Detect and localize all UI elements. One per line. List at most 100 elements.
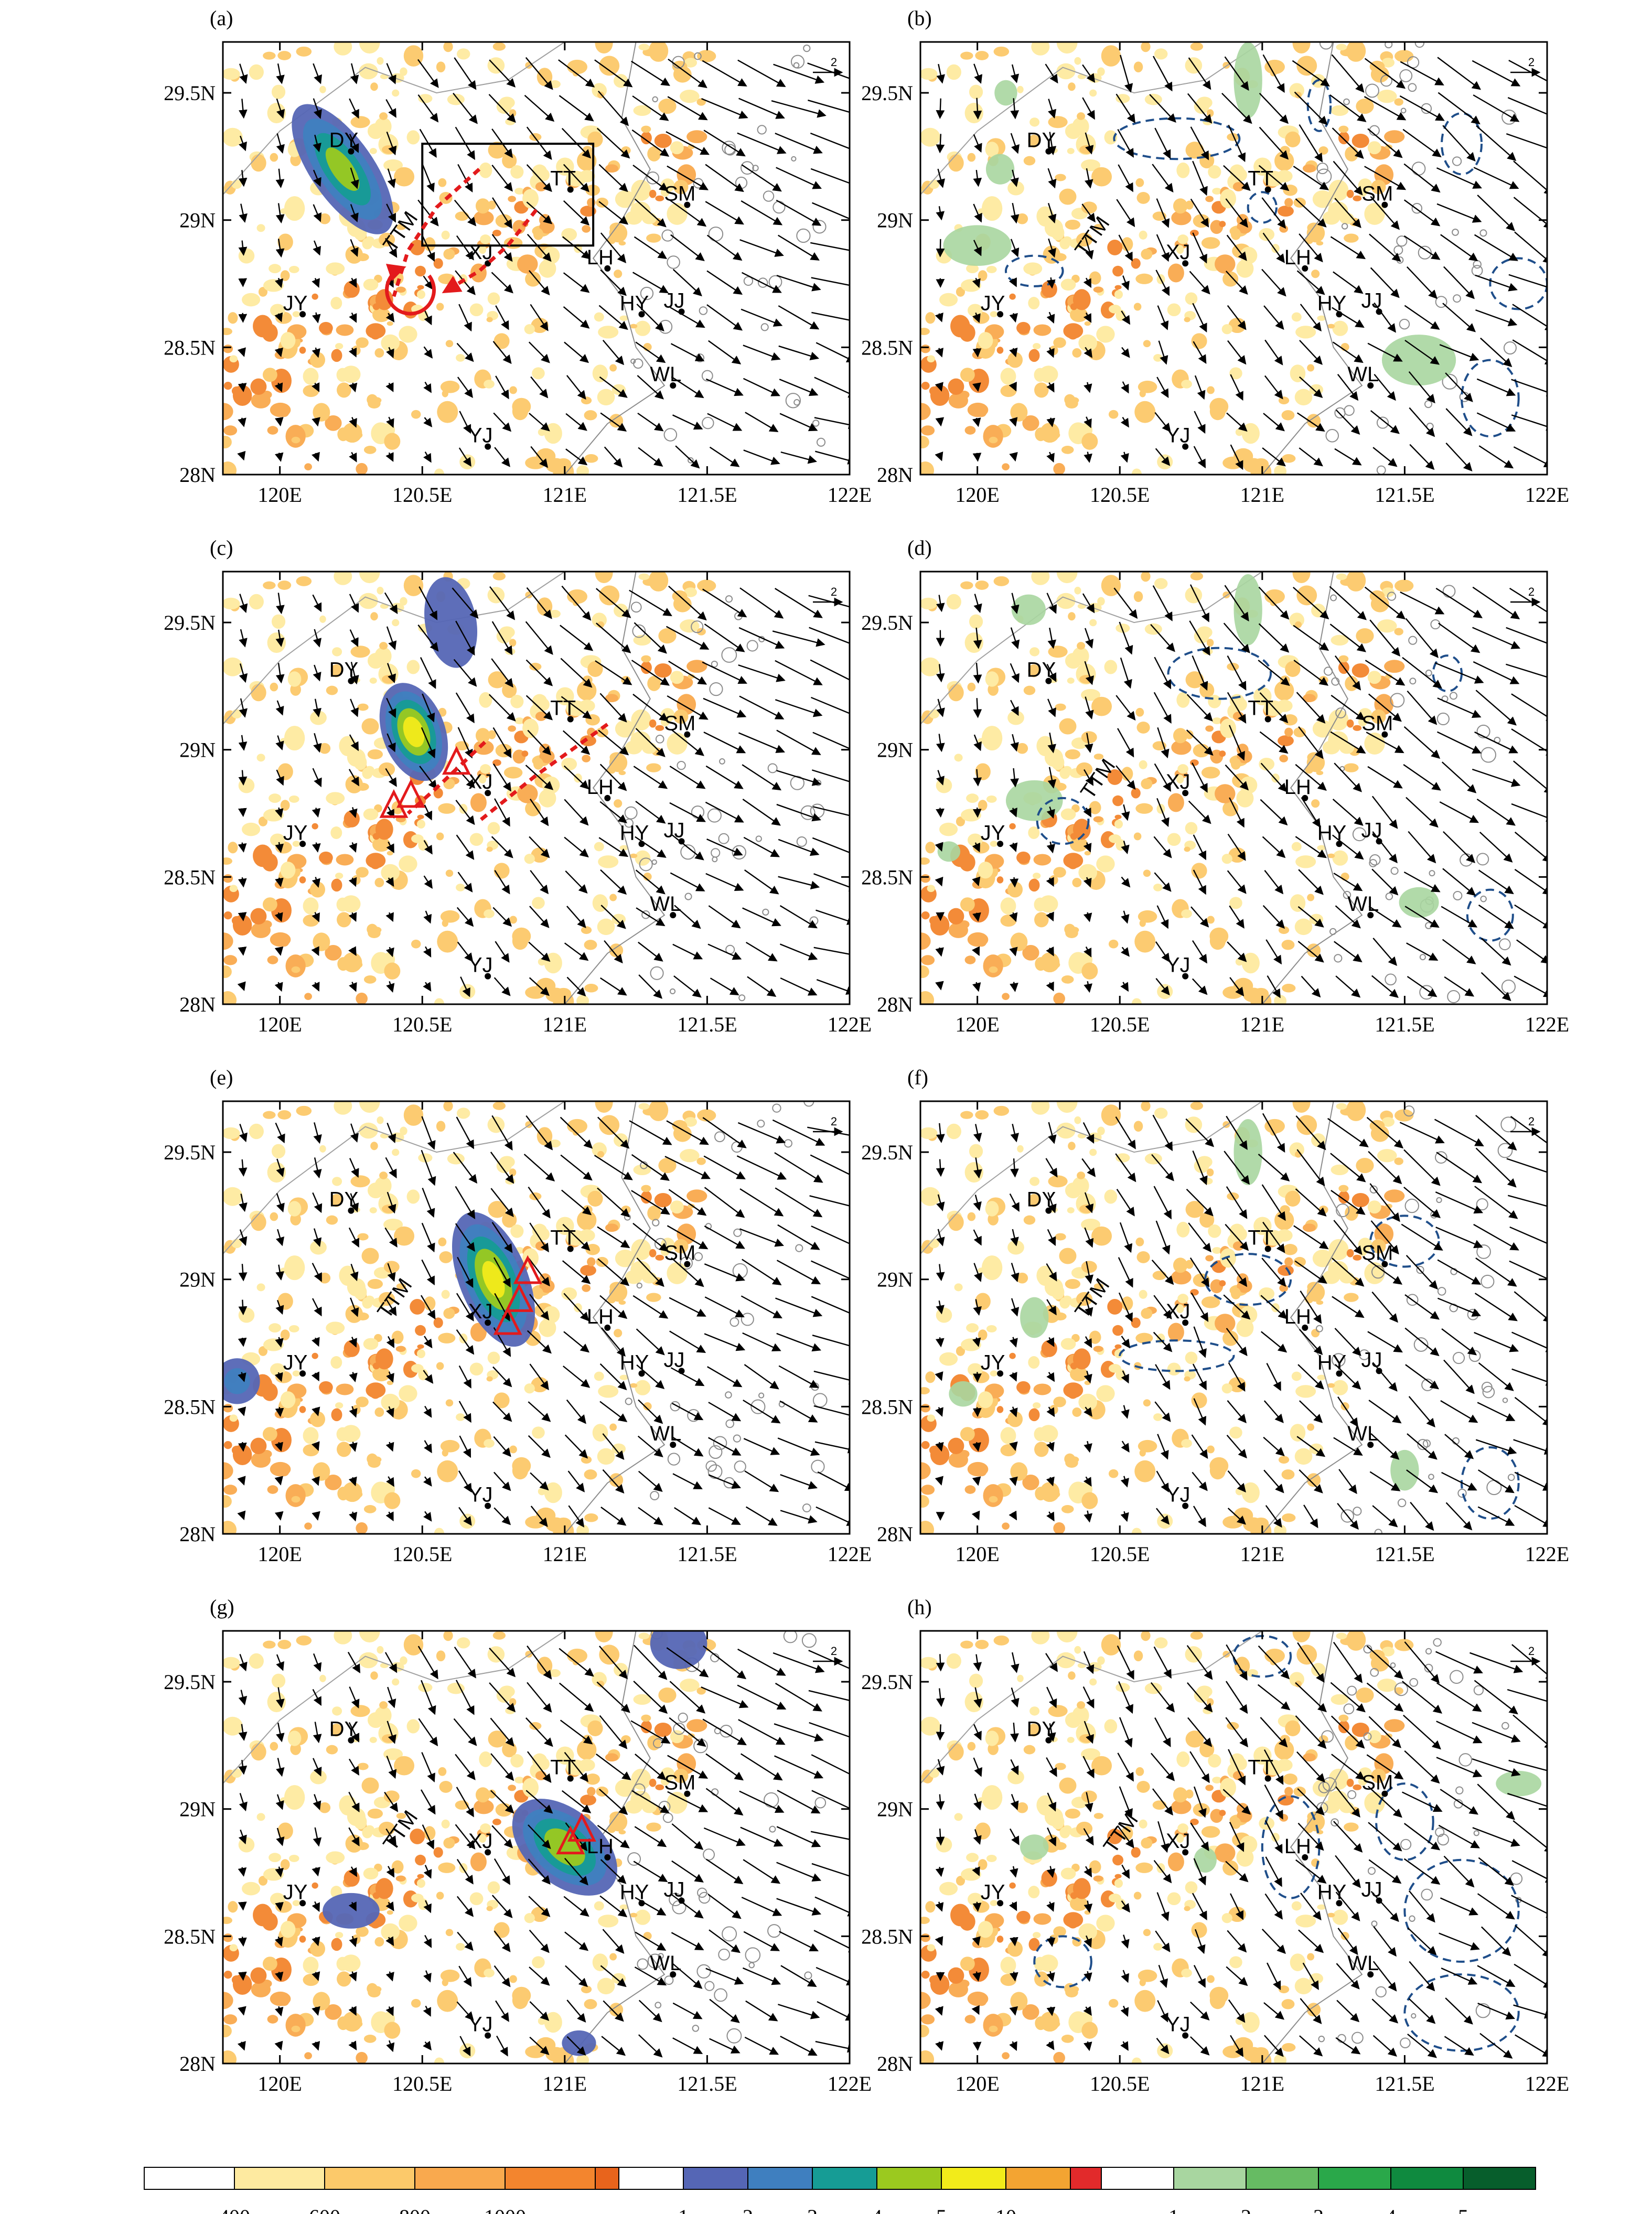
convergence-line: [442, 209, 538, 294]
terrain-patch: [939, 1882, 958, 1896]
terrain-patch: [1338, 1185, 1349, 1192]
terrain-patch: [1364, 203, 1385, 225]
station-dot: [485, 443, 491, 450]
terrain-patch: [929, 1239, 940, 1249]
terrain-patch: [1143, 1929, 1151, 1937]
terrain-patch: [670, 141, 684, 155]
terrain-patch: [269, 1853, 282, 1863]
station-label: JJ: [1361, 819, 1382, 842]
terrain-patch: [382, 674, 396, 684]
terrain-patch: [684, 58, 698, 68]
wind-vector: [634, 236, 667, 259]
terrain-patch: [1077, 1701, 1086, 1709]
terrain-patch: [1276, 1229, 1293, 1242]
terrain-patch: [361, 1248, 379, 1264]
terrain-patch: [679, 1148, 700, 1163]
island-outline: [701, 370, 713, 382]
terrain-patch: [1033, 1932, 1041, 1939]
terrain-patch: [1049, 961, 1060, 969]
terrain-patch: [532, 164, 548, 179]
terrain-patch: [319, 1272, 331, 1284]
terrain-patch: [964, 1162, 983, 1183]
terrain-patch: [989, 966, 998, 973]
terrain-patch: [479, 692, 492, 708]
terrain-patch: [1221, 324, 1232, 335]
terrain-patch: [1070, 1892, 1078, 1899]
terrain-patch: [492, 42, 506, 51]
wind-vector: [777, 234, 820, 261]
terrain-patch: [1141, 572, 1151, 582]
terrain-patch: [1282, 984, 1296, 993]
wind-vector: [1192, 303, 1207, 333]
terrain-patch: [344, 1869, 360, 1887]
terrain-patch: [1346, 719, 1354, 728]
terrain-patch: [1381, 58, 1395, 68]
terrain-patch: [597, 918, 615, 936]
y-tick-label: 29N: [179, 209, 216, 232]
terrain-patch: [679, 89, 700, 103]
terrain-patch: [1185, 142, 1204, 159]
wind-vector: [1158, 340, 1168, 365]
terrain-patch: [978, 1859, 988, 1870]
terrain-patch: [1264, 59, 1285, 74]
wind-vector: [1404, 339, 1440, 365]
terrain-patch: [1344, 1293, 1359, 1302]
terrain-patch: [920, 1495, 929, 1508]
terrain-patch: [223, 1404, 233, 1413]
island-outline: [1316, 163, 1328, 175]
terrain-patch: [1185, 1116, 1203, 1133]
terrain-patch: [1061, 975, 1074, 984]
terrain-patch: [231, 179, 242, 189]
terrain-patch: [1184, 1906, 1190, 1911]
terrain-patch: [1316, 770, 1324, 776]
terrain-patch: [1205, 1785, 1214, 1791]
terrain-patch: [948, 392, 969, 409]
wind-vector: [1194, 375, 1206, 400]
terrain-patch: [400, 67, 407, 76]
terrain-patch: [256, 1813, 265, 1821]
island-outline: [1399, 318, 1410, 330]
terrain-patch: [1023, 1745, 1036, 1755]
terrain-patch: [434, 468, 445, 475]
terrain-patch: [416, 820, 426, 829]
terrain-patch: [584, 454, 598, 463]
wind-vector: [313, 134, 321, 153]
terrain-patch: [1191, 1392, 1207, 1409]
terrain-patch: [1067, 1737, 1075, 1743]
terrain-patch: [271, 614, 286, 629]
terrain-patch: [658, 1687, 677, 1703]
terrain-patch: [1351, 663, 1369, 678]
terrain-patch: [1283, 1243, 1297, 1255]
terrain-patch: [1139, 919, 1146, 927]
wind-vector: [385, 382, 394, 392]
terrain-patch: [956, 287, 966, 297]
terrain-patch: [1051, 225, 1065, 241]
terrain-patch: [619, 192, 627, 201]
terrain-patch: [1346, 42, 1366, 62]
terrain-patch: [1078, 334, 1098, 352]
terrain-patch: [356, 992, 368, 1004]
terrain-patch: [319, 743, 331, 754]
wind-vector: [386, 347, 394, 359]
terrain-patch: [1235, 1487, 1243, 1496]
terrain-patch: [989, 436, 998, 444]
x-tick-label: 120.5E: [392, 483, 452, 507]
terrain-patch: [1141, 1308, 1153, 1319]
terrain-patch: [1033, 1913, 1052, 1925]
y-tick-label: 28.5N: [164, 865, 216, 889]
wind-vector: [602, 339, 625, 366]
terrain-patch: [1274, 151, 1294, 171]
terrain-patch: [1377, 1148, 1397, 1163]
terrain-patch: [1139, 1979, 1146, 1986]
terrain-patch: [1029, 647, 1040, 657]
terrain-patch: [288, 1325, 299, 1332]
terrain-patch: [524, 1383, 535, 1394]
terrain-patch: [250, 1437, 267, 1454]
station-label: LH: [587, 1305, 614, 1328]
terrain-patch: [544, 1482, 562, 1503]
wind-vector: [1194, 411, 1206, 434]
terrain-patch: [438, 1237, 447, 1246]
terrain-patch: [649, 189, 657, 198]
terrain-patch: [642, 212, 657, 224]
